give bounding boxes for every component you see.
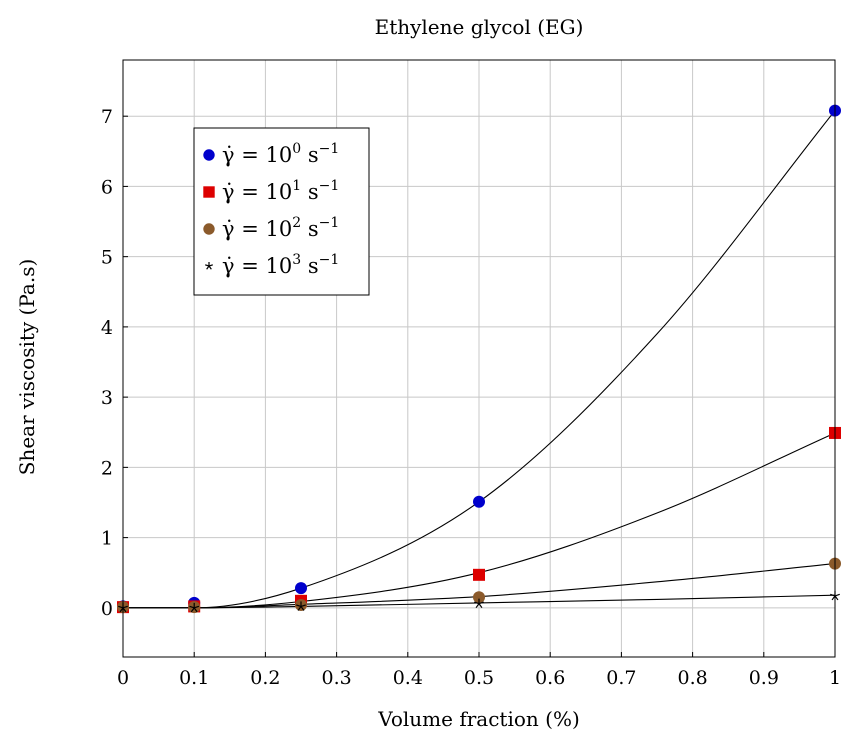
legend-superscript: 1 <box>292 178 301 194</box>
star-ray <box>297 606 302 611</box>
x-tick-label: 0.3 <box>321 667 351 689</box>
y-tick-label: 2 <box>101 457 113 479</box>
star-ray <box>208 264 213 267</box>
legend-superscript: −1 <box>319 215 340 231</box>
x-tick-label: 1 <box>829 667 841 689</box>
legend-superscript: −1 <box>319 178 340 194</box>
data-point <box>296 601 306 611</box>
y-tick-label: 6 <box>101 176 113 198</box>
legend-text-part: s <box>301 217 318 241</box>
legend-text-part: s <box>301 180 318 204</box>
star-ray <box>208 265 212 270</box>
legend-superscript: 0 <box>292 141 301 157</box>
x-tick-labels: 0 0.1 0.2 0.3 0.4 0.5 0.6 0.7 0.8 0.9 1 <box>117 667 841 689</box>
legend-entry-label: γ̇ = 102 s−1 <box>222 215 339 241</box>
data-point <box>473 591 485 604</box>
star-ray <box>830 593 836 597</box>
data-point <box>203 186 215 198</box>
x-tick-label: 0.1 <box>179 667 209 689</box>
star-ray <box>205 264 210 267</box>
legend-entry-label: γ̇ = 103 s−1 <box>222 252 339 278</box>
star-ray <box>834 593 840 597</box>
legend-text-part: γ̇ = 10 <box>222 254 292 278</box>
y-tick-label: 7 <box>101 106 113 128</box>
star-ray <box>478 601 484 605</box>
y-tick-label: 4 <box>101 317 113 339</box>
star-ray <box>474 601 480 605</box>
x-tick-label: 0 <box>117 667 129 689</box>
star-ray <box>300 606 305 611</box>
data-point <box>473 568 485 581</box>
star-ray <box>206 265 210 270</box>
data-point <box>474 598 484 609</box>
star-ray <box>189 605 195 609</box>
data-point <box>295 582 307 595</box>
data-point <box>205 262 213 270</box>
y-tick-labels: 0 1 2 3 4 5 6 7 <box>101 106 113 620</box>
y-tick-label: 0 <box>101 598 113 620</box>
chart-title: Ethylene glycol (EG) <box>375 15 584 39</box>
legend-entry-label: γ̇ = 101 s−1 <box>222 178 339 204</box>
legend-entry-label: γ̇ = 100 s−1 <box>222 141 339 167</box>
x-axis-title: Volume fraction (%) <box>377 707 580 731</box>
y-tick-label: 5 <box>101 247 113 269</box>
x-tick-label: 0.6 <box>535 667 565 689</box>
legend-text-part: γ̇ = 10 <box>222 217 292 241</box>
star-ray <box>296 604 302 608</box>
grid-lines <box>122 60 836 657</box>
plot-frame <box>122 59 836 658</box>
legend-text-part: s <box>301 254 318 278</box>
star-ray <box>193 607 198 613</box>
star-ray <box>194 605 200 609</box>
legend-box <box>193 127 370 296</box>
star-ray <box>190 607 195 613</box>
x-tick-label: 0.7 <box>606 667 636 689</box>
x-tick-label: 0.5 <box>464 667 494 689</box>
data-point <box>203 149 215 161</box>
x-tick-label: 0.4 <box>393 667 423 689</box>
y-tick-label: 3 <box>101 387 113 409</box>
y-tick-label: 1 <box>101 528 113 550</box>
legend: γ̇ = 100 s−1γ̇ = 101 s−1γ̇ = 102 s−1γ̇ =… <box>193 127 370 296</box>
star-ray <box>300 604 306 608</box>
x-tick-label: 0.8 <box>677 667 707 689</box>
legend-text-part: s <box>301 143 318 167</box>
legend-superscript: −1 <box>319 252 340 268</box>
y-axis-title: Shear viscosity (Pa.s) <box>15 259 39 476</box>
x-tick-label: 0.9 <box>749 667 779 689</box>
star-ray <box>122 605 128 609</box>
star-ray <box>118 605 124 609</box>
legend-superscript: 2 <box>292 215 301 231</box>
data-point <box>189 602 200 613</box>
star-ray <box>475 603 480 609</box>
legend-superscript: −1 <box>319 141 340 157</box>
legend-text-part: γ̇ = 10 <box>222 180 292 204</box>
legend-superscript: 3 <box>292 252 301 268</box>
x-tick-label: 0.2 <box>250 667 280 689</box>
star-ray <box>478 603 483 609</box>
legend-text-part: γ̇ = 10 <box>222 143 292 167</box>
data-point <box>473 495 485 508</box>
data-point <box>203 223 215 235</box>
